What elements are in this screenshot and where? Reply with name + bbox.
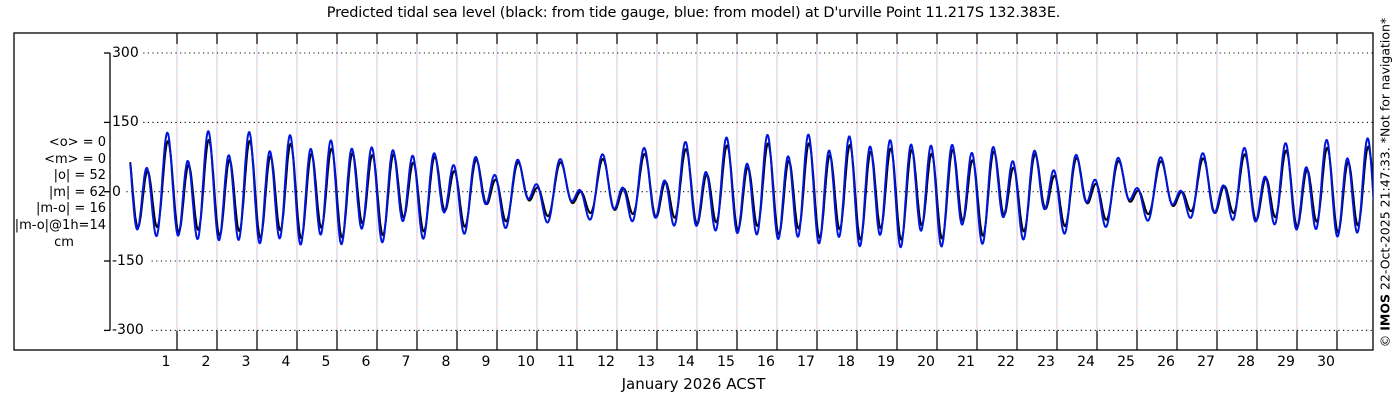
day-tick-label: 5 — [321, 354, 331, 370]
watermark-timestamp: 22-Oct-2025 21:47:33. *Not for navigatio… — [1377, 17, 1393, 295]
day-tick-label: 3 — [241, 354, 251, 370]
stat-line-abs-m: |m| = 62 — [48, 184, 106, 200]
day-tick-label: 9 — [481, 354, 491, 370]
day-tick-label: 2 — [201, 354, 211, 370]
day-tick-label: 28 — [1237, 354, 1255, 370]
day-tick-label: 4 — [281, 354, 291, 370]
y-tick-label: 0 — [112, 183, 121, 200]
day-tick-label: 21 — [957, 354, 975, 370]
day-tick-label: 18 — [837, 354, 855, 370]
chart-title: Predicted tidal sea level (black: from t… — [326, 5, 1061, 21]
day-tick-label: 1 — [161, 354, 171, 370]
day-tick-label: 27 — [1197, 354, 1215, 370]
y-tick-label: 300 — [112, 45, 139, 62]
stat-line-mean-m: <m> = 0 — [44, 151, 106, 167]
day-tick-label: 8 — [441, 354, 451, 370]
x-axis-label: January 2026 ACST — [621, 375, 766, 393]
day-tick-label: 11 — [557, 354, 575, 370]
y-tick-label: -150 — [112, 253, 144, 270]
day-tick-label: 14 — [677, 354, 695, 370]
day-tick-label: 22 — [997, 354, 1015, 370]
day-tick-label: 10 — [517, 354, 535, 370]
stat-line-abs-mo: |m-o| = 16 — [35, 201, 106, 217]
stats-panel: <o> = 0 <m> = 0 |o| = 52 |m| = 62 |m-o| … — [0, 135, 106, 251]
day-tick-label: 26 — [1157, 354, 1175, 370]
day-tick-label: 24 — [1077, 354, 1095, 370]
y-tick-label: 150 — [112, 114, 139, 131]
tide-curve-model — [129, 130, 1373, 249]
watermark-copyright: © — [1377, 330, 1393, 348]
day-tick-label: 12 — [597, 354, 615, 370]
stat-line-abs-mo1h: |m-o|@1h=14 — [14, 217, 106, 233]
day-tick-label: 6 — [361, 354, 371, 370]
day-tick-label: 7 — [401, 354, 411, 370]
day-tick-label: 20 — [917, 354, 935, 370]
day-tick-label: 16 — [757, 354, 775, 370]
day-tick-label: 13 — [637, 354, 655, 370]
day-tick-label: 30 — [1317, 354, 1335, 370]
day-tick-label: 25 — [1117, 354, 1135, 370]
day-tick-label: 15 — [717, 354, 735, 370]
stat-units: cm — [54, 234, 74, 250]
day-tick-label: 17 — [797, 354, 815, 370]
day-tick-label: 23 — [1037, 354, 1055, 370]
day-tick-label: 29 — [1277, 354, 1295, 370]
stat-line-mean-o: <o> = 0 — [48, 135, 106, 150]
watermark-text: © IMOS 22-Oct-2025 21:47:33. *Not for na… — [1378, 0, 1395, 368]
stat-line-abs-o: |o| = 52 — [53, 168, 106, 184]
day-tick-label: 19 — [877, 354, 895, 370]
y-tick-label: -300 — [112, 322, 144, 339]
watermark-brand: IMOS — [1377, 294, 1393, 331]
